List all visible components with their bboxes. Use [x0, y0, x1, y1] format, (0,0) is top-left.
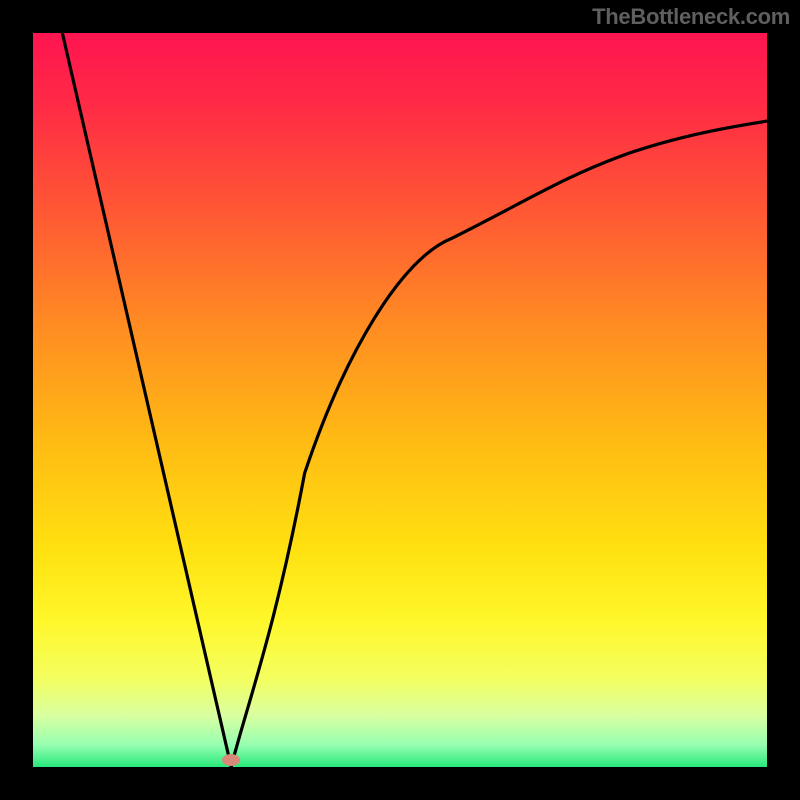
chart-container: TheBottleneck.com — [0, 0, 800, 800]
attribution-text: TheBottleneck.com — [592, 4, 790, 30]
apex-marker — [222, 754, 240, 766]
bottleneck-chart — [0, 0, 800, 800]
